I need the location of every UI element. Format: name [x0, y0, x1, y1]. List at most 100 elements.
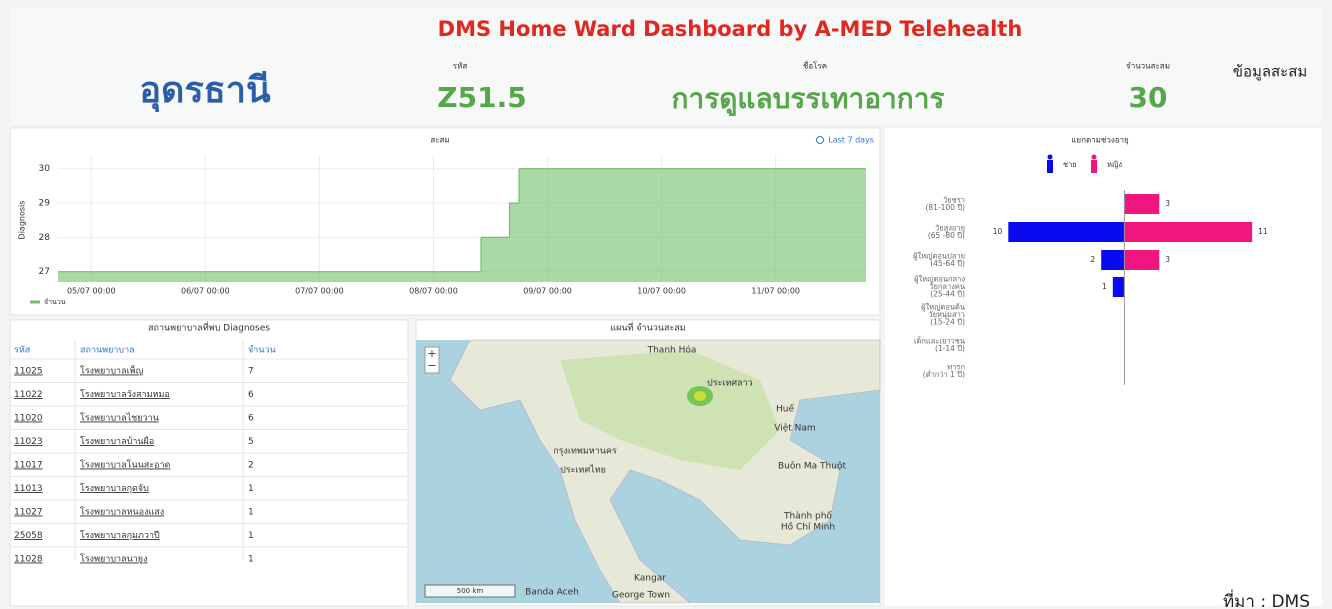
table-cell[interactable]: 11027: [14, 508, 43, 518]
column-header: จำนวน: [248, 345, 276, 356]
dashboard-title: DMS Home Ward Dashboard by A-MED Telehea…: [438, 17, 1023, 41]
value-label: 11: [1258, 227, 1268, 236]
y-tick-label: 29: [39, 199, 51, 209]
table-cell[interactable]: โรงพยาบาลหนองแสง: [80, 507, 164, 518]
table-cell: 1: [248, 508, 254, 518]
area-step: [58, 272, 481, 282]
stat-label: รหัส: [453, 62, 468, 71]
map-label: Thành phố: [783, 511, 832, 522]
x-tick-label: 10/07 00:00: [637, 287, 686, 296]
value-label: 10: [993, 227, 1003, 236]
x-tick-label: 06/07 00:00: [181, 287, 230, 296]
panel-title: สะสม: [430, 136, 449, 145]
bar: [1101, 250, 1124, 270]
source: ที่มา : DMS: [1223, 589, 1310, 609]
category-label: (1-14 ปี): [935, 344, 965, 353]
map-scale-label: 500 km: [457, 587, 484, 595]
map[interactable]: + − 500 km Thanh Hóa ประเทศลาว Huế Việt …: [416, 340, 880, 603]
x-tick-label: 08/07 00:00: [409, 287, 458, 296]
table-cell[interactable]: 11023: [14, 437, 43, 447]
category-label: (15-24 ปี): [930, 318, 965, 327]
map-label: Buôn Ma Thuột: [778, 461, 847, 472]
legend-icon-body: [1047, 160, 1053, 173]
dashboard: DMS Home Ward Dashboard by A-MED Telehea…: [0, 0, 1332, 609]
panel: [10, 320, 408, 606]
table-cell: 6: [248, 414, 254, 424]
legend-icon-body: [1091, 160, 1097, 173]
province: อุดรธานี: [139, 70, 271, 113]
x-tick-label: 05/07 00:00: [67, 287, 116, 296]
table-cell[interactable]: โรงพยาบาลนายูง: [80, 554, 147, 565]
y-tick-label: 30: [39, 164, 51, 174]
panel-title: แยกตามช่วงอายุ: [1071, 136, 1128, 145]
stat-value: 30: [1129, 81, 1168, 114]
table-cell: 7: [248, 367, 254, 377]
map-label: Hồ Chí Minh: [781, 522, 835, 533]
table-cell[interactable]: 11028: [14, 555, 43, 565]
legend-icon-head: [1092, 155, 1097, 160]
map-label: ประเทศลาว: [707, 379, 753, 389]
y-tick-label: 27: [39, 267, 50, 277]
y-axis-label: Diagnosis: [18, 201, 27, 240]
area-step: [519, 169, 866, 282]
map-label: George Town: [612, 591, 670, 601]
legend-label: หญิง: [1107, 160, 1122, 169]
map-label: Banda Aceh: [525, 588, 579, 598]
value-label: 3: [1165, 199, 1170, 208]
area-step: [481, 237, 510, 282]
bar: [1008, 222, 1124, 242]
map-label: Kangar: [634, 574, 666, 584]
value-label: 3: [1165, 255, 1170, 264]
category-label: (45-64 ปี): [930, 259, 965, 268]
legend-label: จำนวน: [44, 298, 66, 306]
heat-spot: [694, 391, 706, 401]
bar: [1124, 250, 1159, 270]
map-label: ประเทศไทย: [560, 465, 606, 476]
table-cell[interactable]: โรงพยาบาลกุมภวาปี: [80, 530, 160, 541]
category-label: (65 -80 ปี): [928, 231, 965, 240]
table-cell[interactable]: โรงพยาบาลบ้านผือ: [80, 436, 154, 447]
legend-icon-head: [1048, 155, 1053, 160]
table-cell[interactable]: 11013: [14, 484, 43, 494]
stat-label: จำนวนสะสม: [1126, 62, 1170, 71]
zoom-out[interactable]: −: [427, 359, 436, 372]
map-label: Huế: [776, 404, 794, 415]
stat-value: การดูแลบรรเทาอาการ: [672, 82, 945, 116]
column-header: สถานพยาบาล: [80, 346, 135, 356]
table-cell[interactable]: 11017: [14, 461, 43, 471]
table-cell[interactable]: 11020: [14, 414, 43, 424]
map-label: Việt Nam: [774, 423, 815, 434]
y-tick-label: 28: [39, 233, 51, 243]
table-cell[interactable]: 11022: [14, 390, 43, 400]
map-label: กรุงเทพมหานคร: [553, 447, 617, 457]
legend-label: ชาย: [1063, 160, 1077, 169]
table-cell: 1: [248, 484, 254, 494]
time-range[interactable]: Last 7 days: [828, 136, 874, 145]
column-header: รหัส: [14, 346, 31, 356]
category-label: (ต่ำกว่า 1 ปี): [923, 369, 965, 379]
value-label: 1: [1102, 282, 1107, 291]
category-label: (81-100 ปี): [925, 203, 965, 212]
bar: [1113, 277, 1125, 297]
table-cell[interactable]: 25058: [14, 531, 43, 541]
table-cell[interactable]: 11025: [14, 367, 43, 377]
bar: [1124, 222, 1252, 242]
x-tick-label: 11/07 00:00: [751, 287, 800, 296]
x-tick-label: 07/07 00:00: [295, 287, 344, 296]
note: ข้อมูลสะสม: [1233, 63, 1308, 81]
table-cell[interactable]: โรงพยาบาลไชยวาน: [80, 413, 159, 424]
map-label: Thanh Hóa: [647, 345, 697, 356]
table-cell[interactable]: โรงพยาบาลวังสามหมอ: [80, 389, 170, 400]
stat-value: Z51.5: [437, 81, 526, 114]
x-tick-label: 09/07 00:00: [523, 287, 572, 296]
area-step: [510, 203, 520, 282]
table-cell[interactable]: โรงพยาบาลโนนสะอาด: [80, 460, 171, 471]
table-cell[interactable]: โรงพยาบาลกุดจับ: [80, 483, 149, 494]
table-cell: 5: [248, 437, 254, 447]
category-label: (25-44 ปี): [930, 290, 965, 299]
table-cell: 6: [248, 390, 254, 400]
bar: [1124, 194, 1159, 214]
table-cell: 1: [248, 555, 254, 565]
stat-label: ชื่อโรค: [803, 60, 827, 71]
value-label: 2: [1090, 255, 1095, 264]
